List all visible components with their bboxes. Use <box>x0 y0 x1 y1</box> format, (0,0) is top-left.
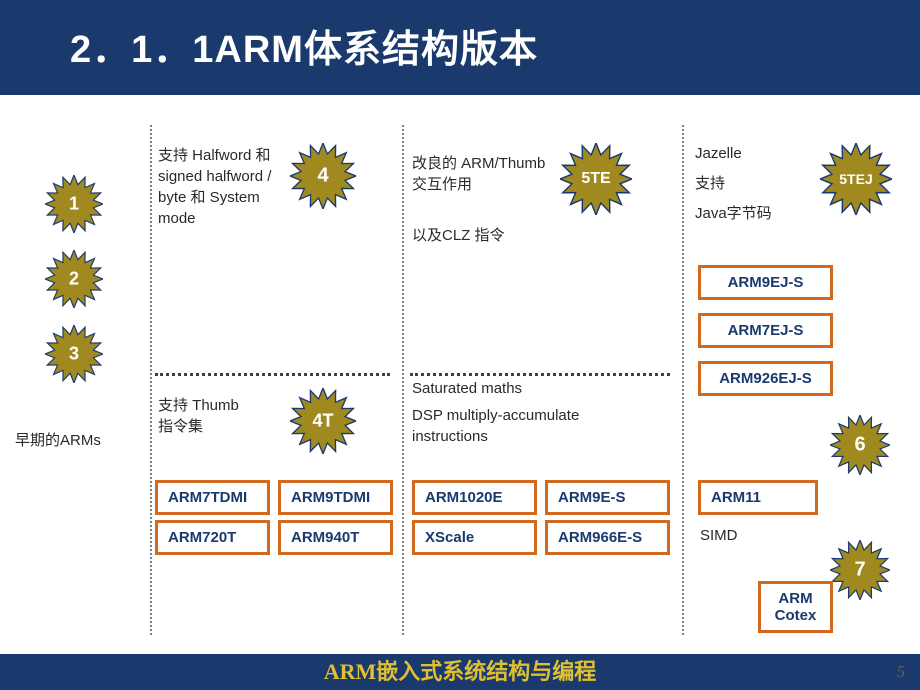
burst-label: 4T <box>312 411 333 432</box>
version-burst-5tej: 5TEJ <box>820 143 892 215</box>
description-text: Saturated maths <box>412 378 632 399</box>
version-burst-4: 4 <box>290 143 356 209</box>
processor-chip-arm7ejs: ARM7EJ-S <box>698 313 833 348</box>
description-text: 支持 Halfword 和 signed halfword / byte 和 S… <box>158 145 273 229</box>
column-divider <box>150 125 152 635</box>
description-text: 以及CLZ 指令 <box>412 225 552 246</box>
page-title: 2．1．1ARM体系结构版本 <box>70 18 920 73</box>
description-text: 改良的 ARM/Thumb 交互作用 <box>412 153 552 195</box>
description-text: SIMD <box>700 525 800 546</box>
version-burst-6: 6 <box>830 415 890 475</box>
header-bar: 2．1．1ARM体系结构版本 <box>0 0 920 95</box>
burst-label: 7 <box>854 559 865 582</box>
processor-chip-arm940t: ARM940T <box>278 520 393 555</box>
processor-chip-arm926ejs: ARM926EJ-S <box>698 361 833 396</box>
description-text: DSP multiply-accumulate instructions <box>412 405 642 447</box>
processor-chip-arm11: ARM11 <box>698 480 818 515</box>
section-divider <box>410 373 670 376</box>
processor-chip-arm9es: ARM9E-S <box>545 480 670 515</box>
version-burst-7: 7 <box>830 540 890 600</box>
processor-chip-arm9tdmi: ARM9TDMI <box>278 480 393 515</box>
processor-chip-arm9ejs: ARM9EJ-S <box>698 265 833 300</box>
section-divider <box>155 373 390 376</box>
description-text: Jazelle <box>695 143 795 164</box>
version-burst-5te: 5TE <box>560 143 632 215</box>
burst-label: 5TE <box>581 170 610 188</box>
processor-chip-xscale: XScale <box>412 520 537 555</box>
description-text: 支持 Thumb 指令集 <box>158 395 258 437</box>
diagram-content: 1 2 3 4 4T 5TE 5TEJ 6 7 早期的ARMs 支持 Halfword 和 sign… <box>0 95 920 650</box>
description-text: 支持 <box>695 173 795 194</box>
processor-chip-armcotex: ARM Cotex <box>758 581 833 633</box>
column-divider <box>402 125 404 635</box>
processor-chip-arm7tdmi: ARM7TDMI <box>155 480 270 515</box>
burst-label: 2 <box>69 269 79 290</box>
footer-bar: ARM嵌入式系统结构与编程 <box>0 654 920 690</box>
column-divider <box>682 125 684 635</box>
burst-label: 1 <box>69 194 79 215</box>
burst-label: 6 <box>854 434 865 457</box>
version-burst-3: 3 <box>45 325 103 383</box>
burst-label: 5TEJ <box>839 171 872 187</box>
processor-chip-arm966es: ARM966E-S <box>545 520 670 555</box>
description-text: Java字节码 <box>695 203 815 224</box>
processor-chip-arm1020e: ARM1020E <box>412 480 537 515</box>
version-burst-4t: 4T <box>290 388 356 454</box>
description-text: 早期的ARMs <box>15 430 145 451</box>
version-burst-1: 1 <box>45 175 103 233</box>
burst-label: 3 <box>69 344 79 365</box>
version-burst-2: 2 <box>45 250 103 308</box>
page-number: 5 <box>897 662 906 682</box>
processor-chip-arm720t: ARM720T <box>155 520 270 555</box>
footer-text: ARM嵌入式系统结构与编程 <box>324 659 597 684</box>
burst-label: 4 <box>317 165 328 188</box>
